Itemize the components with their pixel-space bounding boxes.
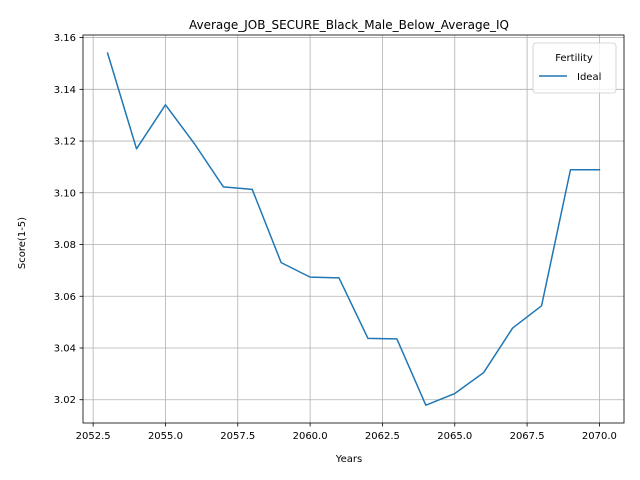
y-tick-label: 3.12 [54,137,76,148]
y-tick-label: 3.16 [54,33,76,44]
x-tick-label: 2067.5 [510,431,545,442]
x-axis-label: Years [335,454,362,465]
legend-label-ideal: Ideal [577,72,601,83]
chart-title: Average_JOB_SECURE_Black_Male_Below_Aver… [189,18,509,32]
y-tick-label: 3.08 [54,240,76,251]
x-tick-label: 2062.5 [365,431,400,442]
x-tick-label: 2057.5 [220,431,255,442]
y-tick-label: 3.14 [54,85,76,96]
y-tick-label: 3.02 [54,395,76,406]
x-tick-label: 2065.0 [437,431,472,442]
y-tick-label: 3.10 [54,188,76,199]
x-tick-label: 2060.0 [293,431,328,442]
legend-box [533,43,616,93]
legend-title: Fertility [555,53,593,64]
x-tick-label: 2055.0 [148,431,183,442]
y-tick-label: 3.04 [54,343,76,354]
legend: Fertility Ideal [533,43,616,93]
x-tick-label: 2052.5 [76,431,111,442]
y-tick-label: 3.06 [54,292,76,303]
y-axis-label: Score(1-5) [17,217,28,269]
x-tick-label: 2070.0 [582,431,617,442]
